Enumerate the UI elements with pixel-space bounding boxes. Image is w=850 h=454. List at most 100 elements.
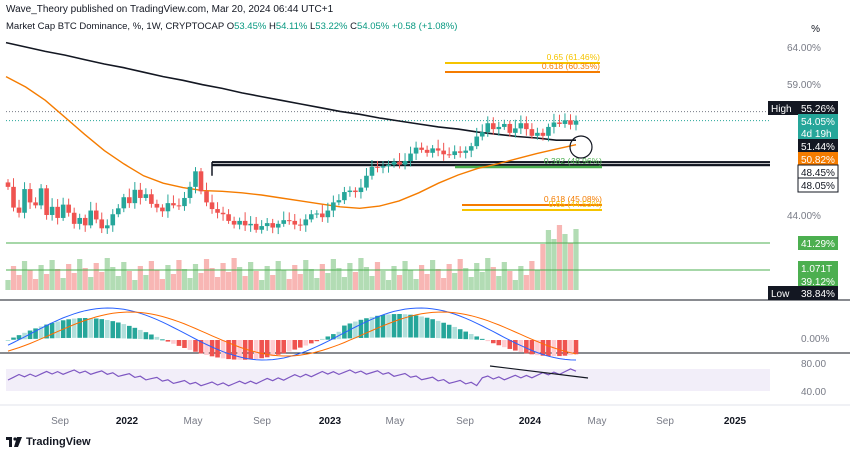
macd-histogram-bar	[435, 320, 441, 339]
axes: 64.00% 59.00% 44.00% 80.00 40.00 0.00% Sep 2022…	[51, 43, 829, 427]
close-value: 54.05%	[357, 21, 390, 32]
candle-body	[331, 202, 336, 211]
volume-bar	[435, 269, 441, 290]
volume-bar	[115, 276, 121, 290]
volume-bar	[501, 262, 507, 290]
time-axis-tick: Sep	[456, 416, 474, 427]
macd-histogram-bar	[485, 340, 491, 342]
price-tag-value: 51.44%	[801, 142, 835, 153]
candle-body	[309, 214, 314, 220]
ma50-line	[5, 75, 577, 210]
price-tag-value: 54.05%	[801, 117, 835, 128]
symbol-name[interactable]: Market Cap BTC Dominance, %, 1W, CRYPTOC…	[6, 21, 225, 32]
macd-histogram-bar	[264, 340, 270, 358]
volume-bar	[203, 259, 210, 290]
volume-bar	[82, 268, 88, 290]
price-tag-bg	[798, 236, 838, 250]
time-axis-tick: Sep	[253, 416, 271, 427]
candle-body	[231, 220, 237, 225]
volume-bar	[562, 234, 568, 290]
macd-histogram-bar	[160, 339, 165, 341]
moving-averages	[5, 41, 577, 210]
macd-histogram-bar	[513, 340, 518, 351]
macd-histogram-bar	[104, 319, 110, 338]
price-tag-label-bg	[768, 101, 798, 115]
price-tag-value: 48.45%	[801, 168, 835, 179]
candlesticks	[5, 113, 593, 235]
macd-histogram-bar	[529, 340, 535, 355]
volume-bar	[242, 276, 248, 290]
volume-bar	[270, 275, 276, 290]
volume-bar	[402, 261, 408, 290]
tradingview-logo-icon	[6, 437, 22, 447]
macd-histogram-bar	[441, 322, 446, 339]
candle-body	[325, 210, 331, 218]
candle-body	[551, 122, 557, 127]
macd-histogram-bar	[270, 340, 275, 357]
volume-bar	[148, 261, 154, 290]
volume-bar	[286, 279, 292, 290]
macd-histogram-bar	[220, 340, 226, 359]
volume-bar	[314, 278, 320, 290]
volume-bar	[292, 265, 298, 290]
candle-body	[204, 191, 209, 203]
volume-bar	[55, 269, 61, 290]
volume-bar	[363, 267, 370, 290]
candle-body	[143, 194, 149, 198]
volume-bar	[16, 275, 22, 290]
macd-histogram-bar	[413, 315, 419, 338]
macd-histogram-bar	[132, 327, 138, 339]
price-axis-tick: 59.00%	[787, 80, 821, 91]
macd-histogram-bar	[248, 340, 253, 360]
tradingview-logo-text: TradingView	[26, 436, 91, 448]
macd-histogram-bar	[242, 340, 248, 360]
macd-histogram-bar	[430, 319, 435, 338]
time-axis-tick: Sep	[51, 416, 69, 427]
macd-histogram-bar	[127, 325, 132, 339]
candle-body	[342, 192, 347, 201]
candle-body	[507, 123, 513, 133]
price-tag-bg	[798, 261, 838, 275]
candle-body	[457, 151, 463, 153]
macd-histogram-bar	[314, 340, 320, 342]
symbol-legend: Market Cap BTC Dominance, %, 1W, CRYPTOC…	[6, 21, 457, 32]
volume-bar	[374, 262, 381, 290]
macd-histogram-bar	[253, 340, 259, 359]
volume-bar	[490, 267, 496, 290]
price-tag-low: Low 38.84%	[768, 286, 838, 300]
volume-bar	[214, 277, 221, 290]
macd-histogram-bar	[286, 340, 292, 352]
candle-body	[66, 204, 71, 213]
candle-body	[286, 220, 292, 222]
macd-histogram-bar	[496, 340, 502, 346]
volume-bar	[225, 272, 232, 290]
open-label: O	[226, 21, 235, 32]
price-tag-bg	[798, 114, 838, 140]
macd-histogram-bar	[16, 335, 22, 340]
volume-bar	[32, 279, 39, 290]
volume-bar	[38, 265, 44, 290]
macd-histogram-bar	[546, 340, 551, 357]
volume-bar	[281, 270, 287, 290]
candle-body	[93, 210, 99, 220]
volume-bar	[165, 265, 171, 290]
volume-bar	[325, 273, 331, 290]
rsi-trendline	[489, 365, 589, 379]
percent-scale-label[interactable]: %	[811, 24, 820, 35]
volume-bar	[358, 258, 364, 290]
price-tag-label: High	[771, 104, 792, 115]
price-tag-green: 41.29%	[798, 236, 838, 250]
macd-histogram-bar	[463, 331, 469, 340]
macd-histogram-bar	[198, 340, 204, 354]
macd-histogram-bar	[237, 340, 242, 360]
price-tag-level: 48.05%	[797, 177, 839, 193]
macd-histogram-bar	[176, 340, 182, 346]
price-tag-bg	[798, 286, 838, 300]
tradingview-logo[interactable]: TradingView	[6, 436, 91, 448]
volume-bar	[424, 274, 430, 290]
volume-bar	[507, 271, 513, 290]
volume-bar	[446, 264, 452, 290]
candle-body	[99, 219, 105, 229]
macd-histogram-bar	[364, 318, 369, 338]
